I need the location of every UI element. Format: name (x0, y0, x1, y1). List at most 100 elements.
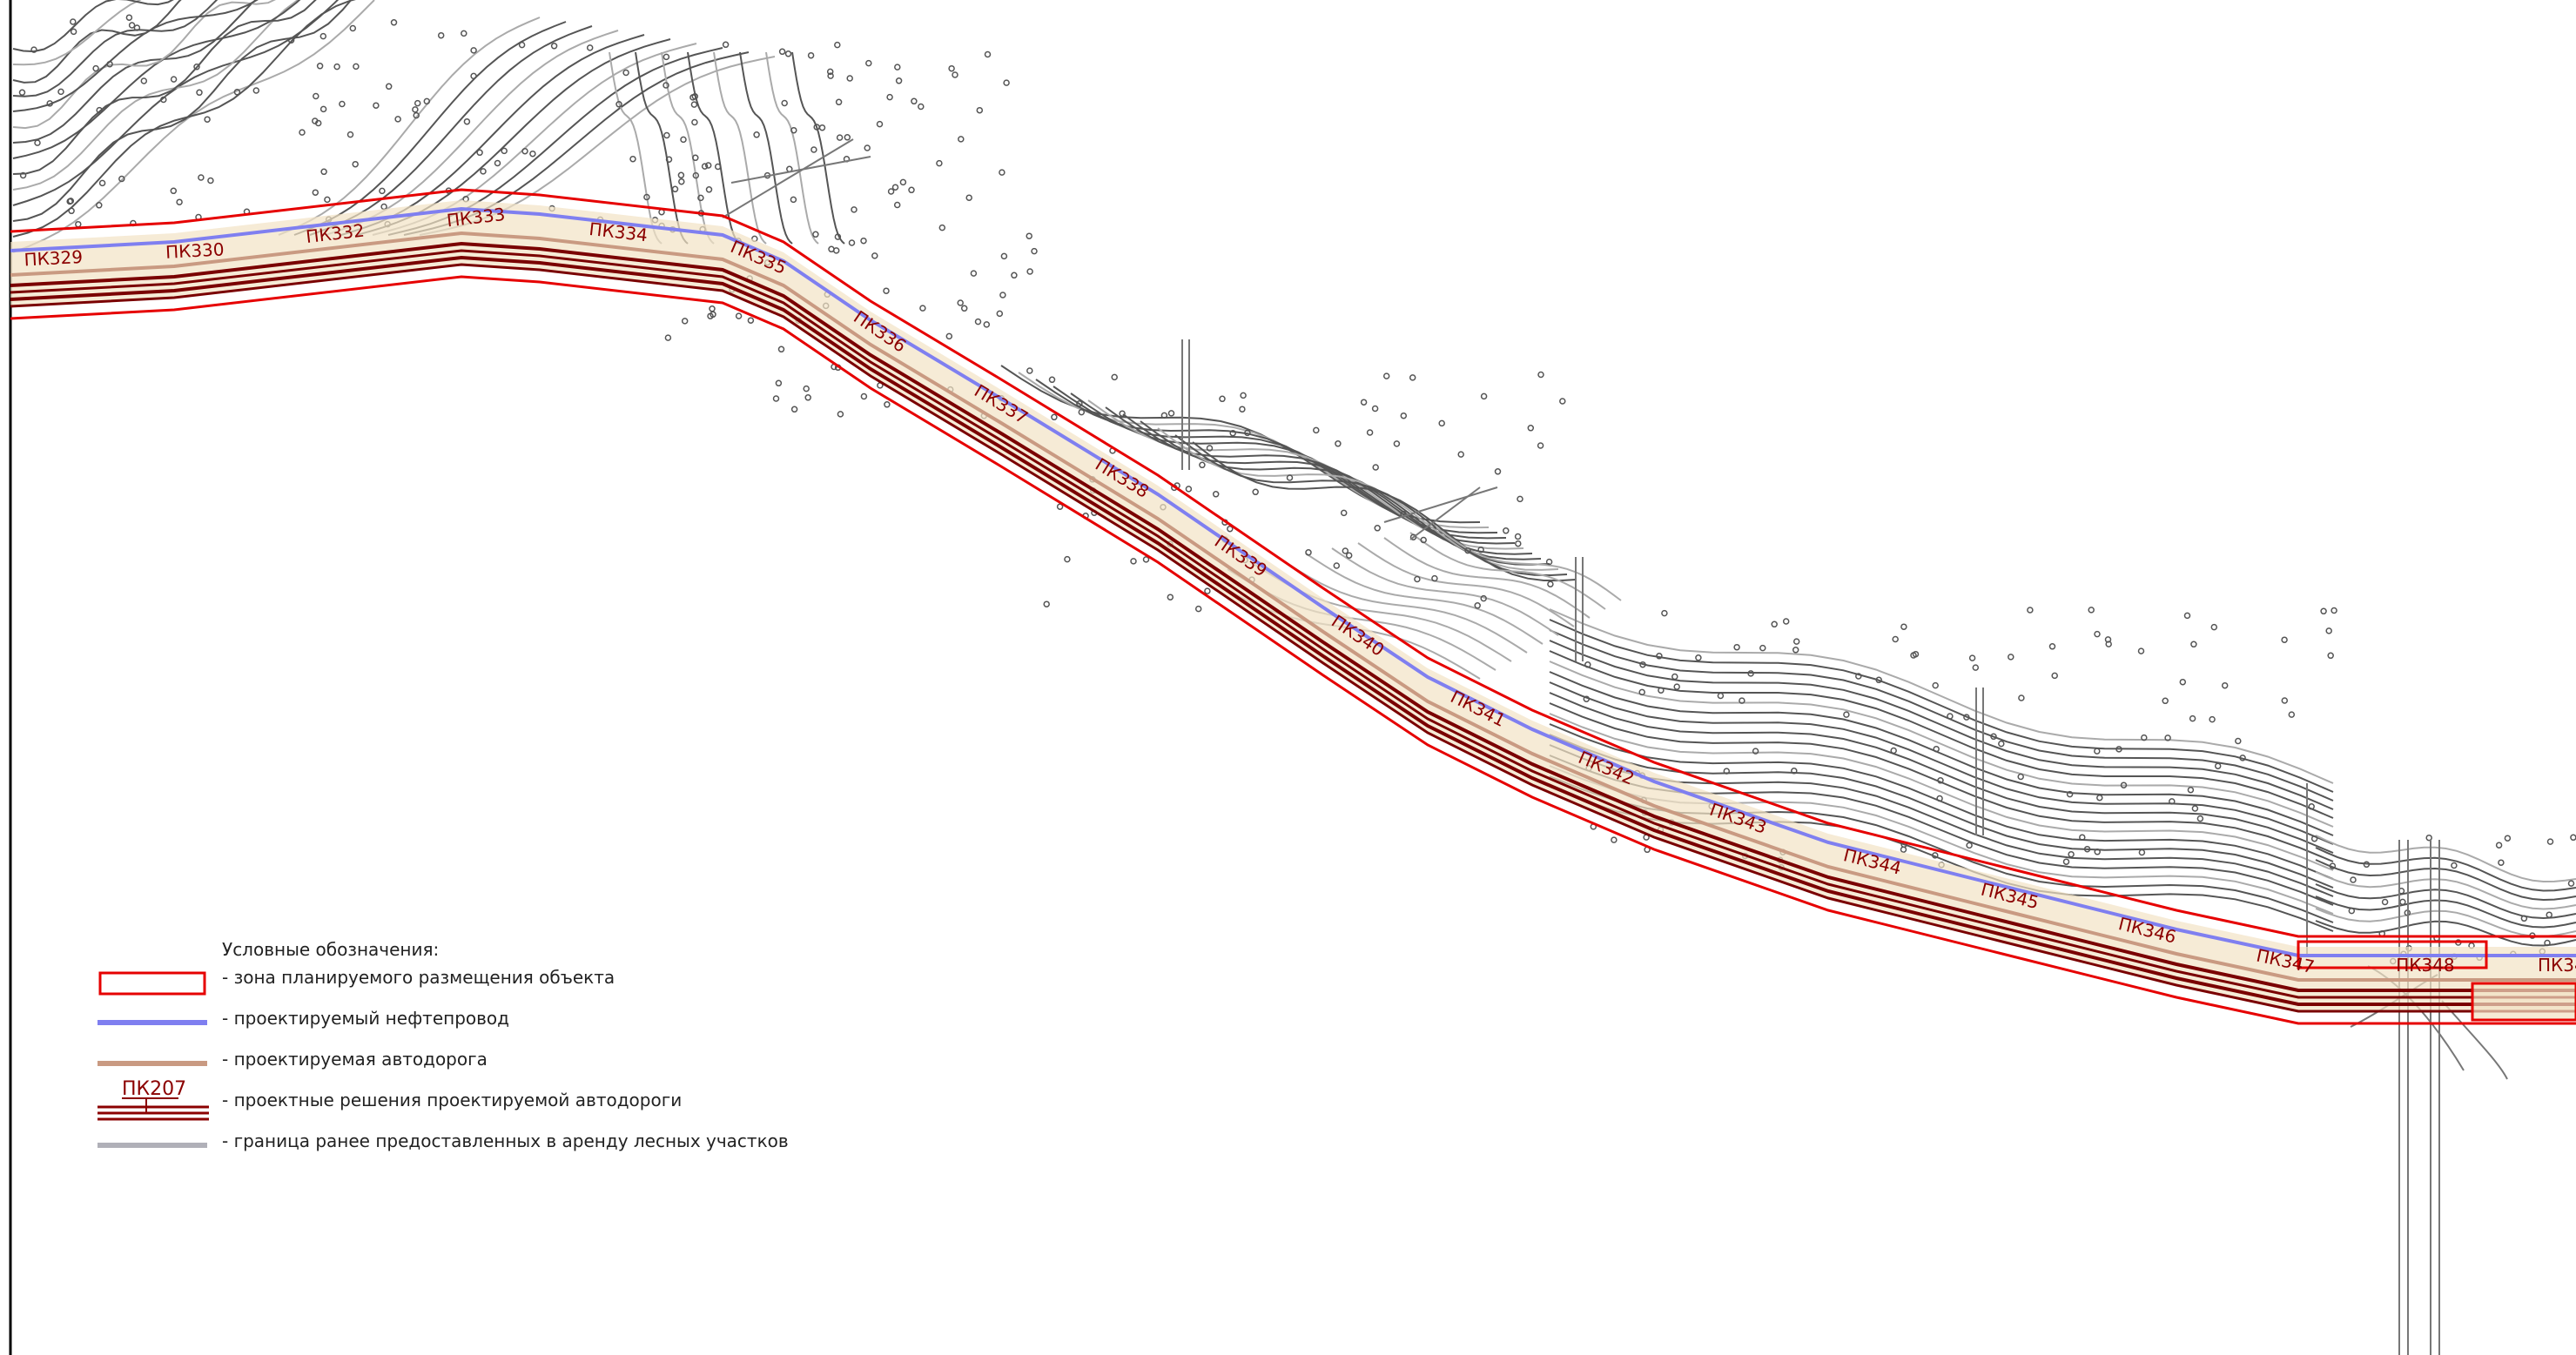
terrain-point (662, 53, 670, 61)
terrain-point (1240, 392, 1247, 399)
terrain-point (996, 310, 1004, 318)
terrain-point (1167, 594, 1174, 600)
terrain-point (1011, 272, 1018, 279)
terrain-point (970, 270, 978, 277)
terrain-point (1335, 440, 1342, 447)
terrain-point (1026, 268, 1033, 275)
terrain-point (784, 50, 792, 57)
terrain-point (2096, 794, 2103, 802)
terrain-point (1194, 605, 1202, 613)
terrain-point (837, 411, 844, 418)
zone-fill (10, 200, 2576, 1011)
terrain-point (1792, 638, 1800, 645)
terrain-point (170, 187, 178, 195)
terrain-point (1366, 429, 1374, 436)
terrain-point (1611, 836, 1618, 843)
terrain-point (2164, 735, 2171, 741)
terrain-point (1547, 580, 1554, 587)
terrain-point (2094, 630, 2101, 638)
terrain-point (66, 198, 73, 205)
terrain-point (1638, 688, 1645, 696)
terrain-point (643, 193, 650, 201)
terrain-point (423, 97, 431, 105)
terrain-point (1932, 681, 1939, 689)
terrain-point (98, 179, 106, 187)
terrain-point (2214, 762, 2222, 769)
terrain-point (753, 131, 760, 138)
terrain-point (803, 385, 810, 392)
terrain-point (1160, 412, 1168, 419)
terrain-point (1064, 555, 1071, 563)
terrain-point (1792, 647, 1799, 654)
legend: Условные обозначения: - зона планируемог… (98, 939, 789, 1151)
terrain-point (1409, 374, 1416, 381)
terrain-point (320, 168, 327, 176)
terrain-point (1111, 373, 1118, 381)
contour-line (2315, 896, 2576, 929)
contour-line (12, 0, 340, 206)
contour-line (1549, 661, 2334, 828)
terrain-point (1739, 697, 1745, 704)
terrain-point (2068, 850, 2075, 858)
terrain-point (2239, 755, 2246, 761)
terrain-point (2546, 838, 2554, 845)
terrain-point (790, 406, 798, 413)
terrain-point (911, 97, 918, 105)
terrain-point (2187, 786, 2195, 794)
terrain-point (2308, 803, 2315, 810)
terrain-point (1900, 846, 1907, 853)
terrain-point (2451, 862, 2458, 869)
terrain-point (908, 186, 915, 194)
terrain-point (1875, 676, 1882, 684)
terrain-point (333, 63, 340, 70)
terrain-point (1382, 372, 1390, 379)
terrain-point (804, 394, 811, 401)
terrain-point (1671, 673, 1678, 681)
corridor-group (10, 188, 2576, 1025)
terrain-point (1078, 408, 1086, 416)
contour-line (2315, 883, 2576, 920)
terrain-point (380, 203, 387, 211)
terrain-contours (12, 0, 2576, 947)
terrain-point (1537, 371, 1544, 379)
road-edge-line (10, 255, 2576, 1006)
terrain-point (735, 312, 743, 319)
terrain-point (550, 43, 558, 50)
terrain-point (2363, 861, 2371, 869)
zone-border-lower (10, 275, 2576, 1025)
terrain-point (1130, 558, 1137, 565)
terrain-point (2179, 678, 2187, 686)
contour-line (12, 0, 182, 84)
terrain-point (2094, 849, 2101, 855)
terrain-point (2348, 907, 2356, 915)
terrain-point (984, 50, 992, 58)
terrain-point (2498, 859, 2505, 866)
terrain-point (2399, 898, 2406, 906)
terrain-point (844, 134, 851, 141)
terrain-point (204, 116, 211, 123)
legend-autoroad-label: - проектируемая автодорога (222, 1049, 488, 1070)
terrain-point (722, 41, 730, 49)
terrain-point (836, 134, 844, 141)
terrain-point (781, 99, 788, 107)
contour-line (1549, 723, 2334, 880)
terrain-point (834, 41, 841, 49)
terrain-point (871, 252, 878, 259)
terrain-point (2141, 734, 2148, 741)
terrain-point (2183, 612, 2191, 620)
contour-line (1279, 558, 1528, 654)
terrain-point (828, 245, 835, 253)
terrain-point (2083, 845, 2091, 853)
terrain-point (1998, 740, 2005, 748)
terrain-point (312, 189, 319, 196)
terrain-point (1000, 252, 1008, 260)
terrain-point (775, 379, 783, 387)
terrain-point (312, 117, 319, 124)
terrain-point (2235, 737, 2242, 745)
terrain-point (974, 318, 982, 325)
terrain-point (1244, 429, 1251, 437)
terrain-point (834, 233, 842, 240)
zone-end-rect (2297, 940, 2488, 969)
terrain-point (1545, 558, 1553, 566)
pk-label: ПК330 (165, 238, 225, 262)
